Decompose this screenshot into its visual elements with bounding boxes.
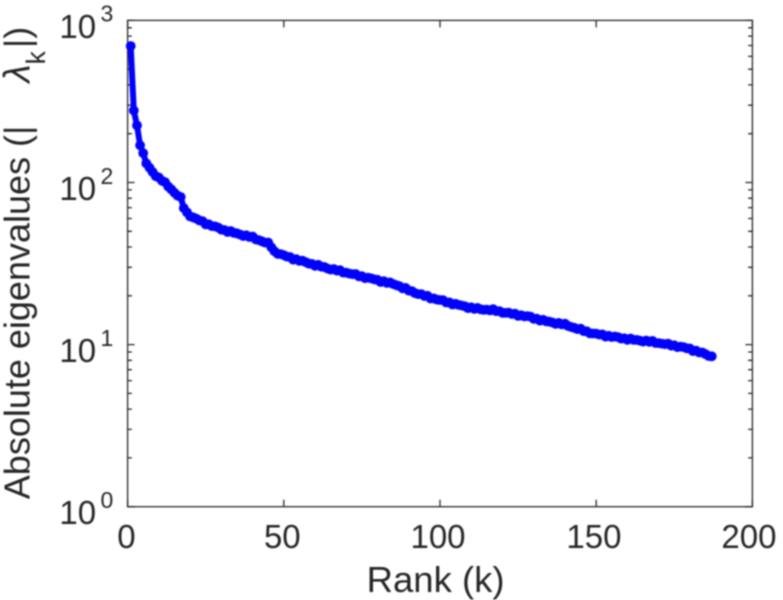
svg-text:3: 3 (101, 1, 114, 27)
svg-text:0: 0 (101, 487, 114, 513)
svg-text:150: 150 (566, 518, 621, 555)
svg-text:50: 50 (264, 518, 301, 555)
svg-text:0: 0 (117, 518, 135, 555)
svg-text:10: 10 (59, 170, 96, 207)
svg-text:Rank (k): Rank (k) (367, 559, 505, 600)
svg-text:10: 10 (59, 494, 96, 531)
svg-text:10: 10 (59, 8, 96, 45)
svg-text:100: 100 (410, 518, 465, 555)
svg-text:2: 2 (101, 163, 114, 189)
svg-text:200: 200 (721, 518, 776, 555)
svg-text:1: 1 (101, 325, 114, 351)
svg-text:10: 10 (59, 332, 96, 369)
